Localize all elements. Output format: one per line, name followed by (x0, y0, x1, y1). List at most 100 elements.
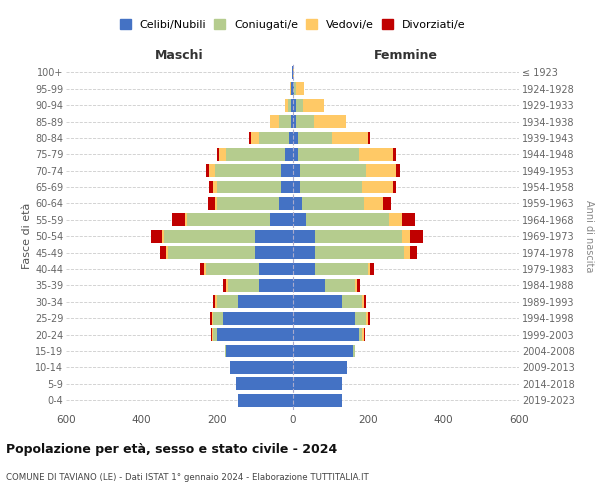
Bar (211, 328, 212, 341)
Bar (300, 180, 362, 194)
Bar (293, 214, 306, 226)
Bar (213, 180, 217, 194)
Bar (219, 148, 226, 160)
Bar (287, 98, 290, 112)
Bar (270, 214, 293, 226)
Bar (215, 164, 281, 177)
Bar (212, 328, 213, 341)
Y-axis label: Anni di nascita: Anni di nascita (584, 200, 594, 272)
Bar (364, 296, 366, 308)
Bar (402, 214, 415, 226)
Bar (249, 132, 251, 144)
Bar (217, 296, 238, 308)
Y-axis label: Fasce di età: Fasce di età (22, 203, 32, 270)
Bar (295, 82, 296, 95)
Bar (290, 98, 293, 112)
Bar (224, 344, 226, 358)
Bar (213, 312, 223, 324)
Bar (383, 197, 391, 210)
Bar (226, 148, 285, 160)
Bar (259, 279, 293, 292)
Bar (410, 246, 417, 259)
Bar (213, 296, 215, 308)
Bar (368, 262, 370, 276)
Bar (356, 279, 361, 292)
Bar (298, 148, 359, 160)
Text: Popolazione per età, sesso e stato civile - 2024: Popolazione per età, sesso e stato civil… (6, 442, 337, 456)
Bar (209, 164, 215, 177)
Text: Femmine: Femmine (374, 48, 438, 62)
Bar (185, 214, 187, 226)
Bar (292, 82, 293, 95)
Bar (289, 132, 293, 144)
Bar (217, 148, 219, 160)
Bar (300, 164, 366, 177)
Bar (217, 180, 281, 194)
Bar (229, 279, 259, 292)
Bar (255, 230, 293, 242)
Bar (298, 132, 332, 144)
Bar (302, 197, 364, 210)
Bar (215, 197, 217, 210)
Bar (255, 246, 293, 259)
Bar (236, 378, 293, 390)
Bar (293, 115, 296, 128)
Legend: Celibi/Nubili, Coniugati/e, Vedovi/e, Divorziati/e: Celibi/Nubili, Coniugati/e, Vedovi/e, Di… (120, 20, 465, 30)
Bar (325, 279, 355, 292)
Bar (397, 164, 400, 177)
Bar (293, 132, 298, 144)
Bar (293, 197, 302, 210)
Bar (404, 246, 410, 259)
Bar (208, 197, 215, 210)
Bar (392, 180, 397, 194)
Bar (366, 164, 397, 177)
Bar (251, 132, 259, 144)
Bar (281, 180, 293, 194)
Bar (162, 230, 164, 242)
Bar (279, 115, 290, 128)
Bar (293, 296, 341, 308)
Bar (389, 214, 402, 226)
Bar (259, 132, 289, 144)
Bar (217, 197, 279, 210)
Bar (210, 312, 212, 324)
Bar (293, 328, 359, 341)
Bar (223, 312, 293, 324)
Bar (303, 98, 324, 112)
Bar (200, 262, 204, 276)
Bar (293, 378, 341, 390)
Bar (293, 246, 315, 259)
Bar (293, 262, 315, 276)
Bar (359, 328, 362, 341)
Bar (293, 230, 315, 242)
Bar (370, 262, 374, 276)
Bar (341, 296, 362, 308)
Bar (206, 164, 209, 177)
Bar (212, 312, 213, 324)
Bar (296, 82, 304, 95)
Bar (355, 279, 356, 292)
Bar (206, 262, 259, 276)
Bar (314, 115, 346, 128)
Bar (292, 66, 293, 78)
Bar (281, 164, 293, 177)
Bar (315, 262, 368, 276)
Bar (217, 328, 293, 341)
Bar (353, 344, 355, 358)
Bar (315, 246, 404, 259)
Bar (293, 148, 298, 160)
Bar (293, 180, 300, 194)
Bar (296, 115, 314, 128)
Text: Maschi: Maschi (155, 48, 203, 62)
Bar (332, 132, 368, 144)
Bar (209, 180, 213, 194)
Bar (364, 328, 365, 341)
Bar (290, 82, 292, 95)
Bar (362, 296, 364, 308)
Bar (362, 180, 392, 194)
Bar (410, 230, 423, 242)
Bar (164, 230, 255, 242)
Bar (293, 279, 325, 292)
Bar (366, 312, 368, 324)
Bar (362, 328, 364, 341)
